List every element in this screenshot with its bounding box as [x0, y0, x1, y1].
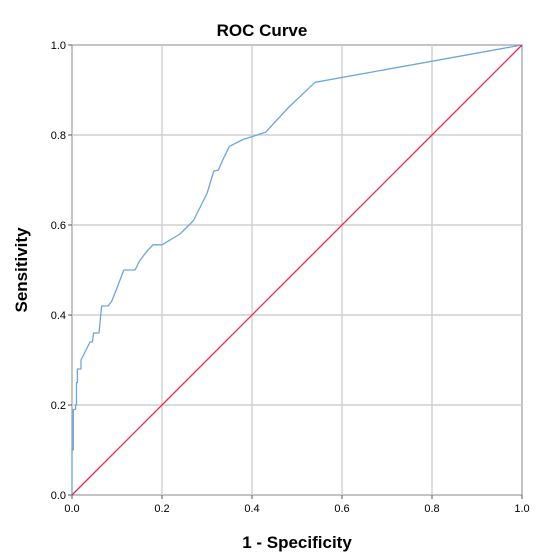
- x-tick-label: 0.6: [334, 503, 349, 515]
- x-tick-label: 0.4: [244, 503, 259, 515]
- y-tick-label: 0.8: [51, 130, 66, 142]
- reference-line: [71, 44, 523, 496]
- x-tick-label: 0.8: [424, 503, 439, 515]
- roc-curve-line: [71, 44, 523, 495]
- x-tick-label: 0.0: [64, 503, 79, 515]
- y-tick-label: 0.6: [51, 220, 66, 232]
- series-layer: [71, 44, 523, 496]
- x-tick-label: 1.0: [514, 503, 529, 515]
- grid: [72, 45, 522, 495]
- y-tick-label: 0.0: [51, 490, 66, 502]
- y-tick-label: 0.2: [51, 400, 66, 412]
- y-tick-label: 0.4: [51, 310, 66, 322]
- y-axis-ticks: 0.0 0.2 0.4 0.6 0.8 1.0: [51, 40, 72, 502]
- y-tick-label: 1.0: [51, 40, 66, 52]
- x-axis-title: 1 - Specificity: [242, 533, 352, 552]
- y-axis-title: Sensitivity: [12, 227, 31, 313]
- x-tick-label: 0.2: [154, 503, 169, 515]
- x-axis-ticks: 0.0 0.2 0.4 0.6 0.8 1.0: [64, 495, 530, 515]
- chart-title: ROC Curve: [217, 21, 308, 40]
